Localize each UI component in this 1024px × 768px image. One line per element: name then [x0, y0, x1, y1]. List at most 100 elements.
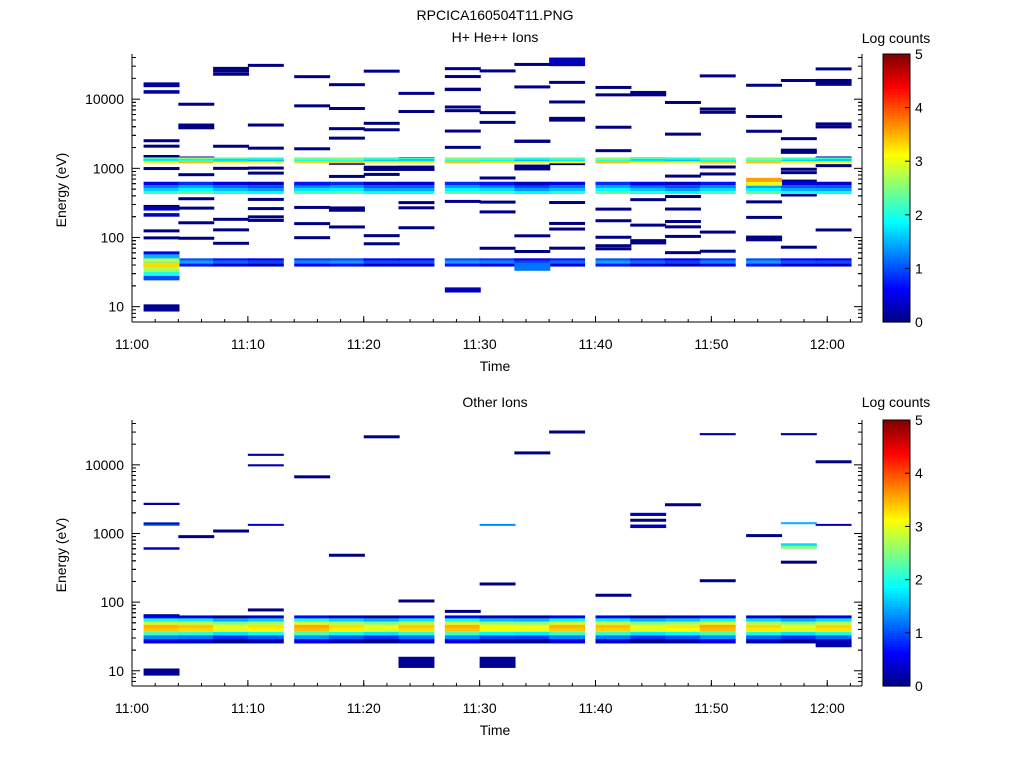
colorbar-tick-label: 4 [915, 100, 923, 116]
heatmap-cell [444, 199, 481, 203]
colorbar-segment [883, 475, 910, 480]
colorbar-segment [883, 465, 910, 469]
heatmap-cell [665, 234, 701, 238]
colorbar-segment [883, 295, 910, 299]
heatmap-cell [595, 85, 632, 89]
heatmap-cell [143, 522, 180, 525]
colorbar-segment [883, 182, 910, 186]
heatmap-cell [143, 236, 180, 240]
colorbar-segment [883, 96, 910, 101]
heatmap-cell [549, 201, 586, 205]
heatmap-cell [479, 582, 516, 586]
colorbar-segment [883, 190, 910, 194]
heatmap-cell [294, 627, 331, 632]
heatmap-cell [328, 157, 365, 160]
colorbar-tick-label: 5 [915, 412, 923, 428]
colorbar-segment [883, 555, 910, 559]
heatmap-cell [213, 618, 250, 622]
heatmap-cell [549, 185, 586, 188]
heatmap-cell [699, 172, 736, 176]
heatmap-cell [328, 639, 365, 644]
heatmap-cell [699, 579, 736, 583]
heatmap-cell [444, 187, 481, 192]
colorbar-segment [883, 667, 910, 671]
heatmap-cell [398, 191, 435, 195]
heatmap-cell [444, 618, 481, 622]
colorbar-segment [883, 188, 910, 192]
heatmap-cell [699, 260, 736, 264]
heatmap-cell [247, 639, 284, 644]
heatmap-cell [178, 181, 215, 186]
plot-area: 11:00 11:10 11:20 11:30 11:40 11:50 12:00 10 100… [85, 420, 863, 716]
colorbar-label: Log counts [862, 394, 931, 410]
heatmap-cell [328, 208, 365, 212]
heatmap-cell [143, 185, 180, 188]
colorbar-tick-label: 1 [915, 625, 923, 641]
heatmap-cell [699, 627, 736, 632]
heatmap-cell [247, 453, 284, 456]
colorbar-segment [883, 550, 910, 554]
heatmap-cell [444, 129, 481, 133]
heatmap-cell [247, 621, 284, 625]
heatmap-cell [143, 258, 180, 263]
colorbar-segment [883, 204, 910, 208]
colorbar-segment [883, 505, 910, 509]
heatmap-cell [514, 260, 551, 264]
heatmap-cell [328, 263, 365, 267]
heatmap-cell [699, 621, 736, 625]
heatmap-cell [746, 263, 783, 267]
colorbar-segment [883, 268, 910, 272]
heatmap-cell [746, 185, 783, 188]
colorbar-tick-label: 0 [915, 314, 923, 330]
colorbar-segment [883, 473, 910, 477]
heatmap-cell [746, 627, 783, 632]
colorbar-segment [883, 155, 910, 160]
colorbar-segment [883, 244, 910, 248]
heatmap-cell [595, 258, 632, 261]
colorbar-segment [883, 499, 910, 504]
heatmap-cell [815, 642, 852, 648]
heatmap-cell [363, 624, 400, 628]
heatmap-cell [630, 524, 667, 529]
colorbar-segment [883, 99, 910, 103]
heatmap-cell [143, 167, 180, 171]
colorbar-segment [883, 627, 910, 631]
heatmap-cell [444, 258, 481, 261]
heatmap-cell [514, 627, 551, 632]
colorbar-tick-label: 3 [915, 153, 923, 169]
heatmap-cell [178, 185, 215, 188]
heatmap-cell [595, 260, 632, 264]
heatmap-cell [328, 260, 365, 264]
colorbar-segment [883, 510, 910, 514]
heatmap-cell [143, 213, 180, 217]
heatmap-cell [247, 635, 284, 640]
colorbar-segment [883, 174, 910, 178]
heatmap-cell [549, 624, 586, 628]
colorbar-segment [883, 228, 910, 232]
colorbar-segment [883, 672, 910, 676]
heatmap-cell [595, 618, 632, 622]
heatmap-cell [665, 181, 701, 186]
heatmap-cell [630, 518, 667, 522]
heatmap-cell [595, 247, 632, 251]
heatmap-cell [595, 627, 632, 632]
heatmap-cell [780, 631, 817, 636]
colorbar-segment [883, 147, 910, 152]
colorbar-segment [883, 255, 910, 259]
panel-other-ions: Other Ions Log counts Energy (eV) Time 1… [53, 394, 930, 738]
heatmap-cell [178, 615, 215, 619]
colorbar-segment [883, 265, 910, 269]
heatmap-cell [143, 635, 180, 640]
heatmap-cell [630, 635, 667, 640]
heatmap-cell [178, 624, 215, 628]
heatmap-cell [780, 171, 817, 175]
heatmap-cell [815, 191, 852, 195]
heatmap-cell [549, 430, 586, 434]
colorbar-segment [883, 94, 910, 98]
heatmap-cell [294, 181, 331, 186]
heatmap-cell [247, 627, 284, 632]
colorbar-segment [883, 433, 910, 437]
colorbar-tick-label: 0 [915, 678, 923, 694]
heatmap-cell [514, 451, 551, 455]
colorbar-segment [883, 462, 910, 466]
